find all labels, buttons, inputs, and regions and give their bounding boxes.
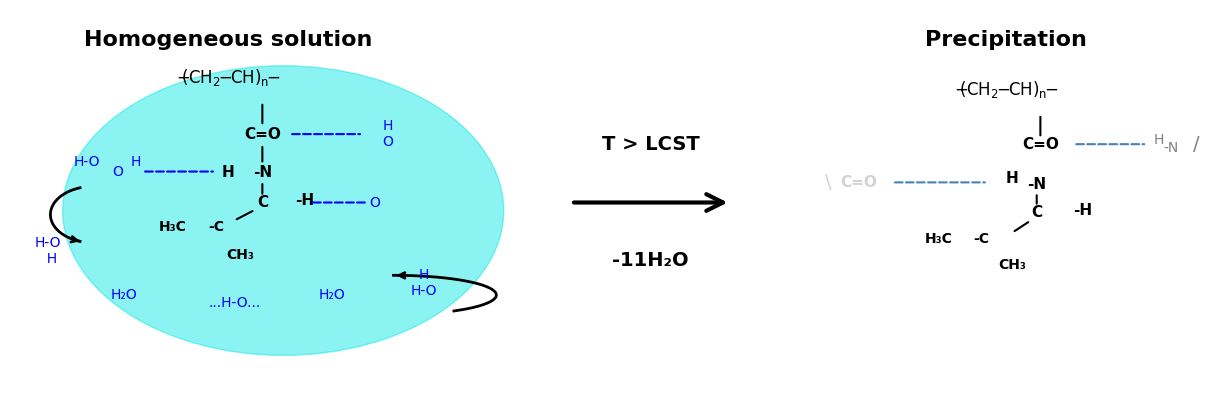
Text: O: O — [382, 135, 393, 149]
Text: -N: -N — [1027, 177, 1046, 192]
Ellipse shape — [63, 66, 503, 355]
Text: H₂O: H₂O — [319, 288, 345, 302]
Text: -C: -C — [974, 232, 990, 246]
Text: T > LCST: T > LCST — [602, 135, 700, 154]
Text: -N: -N — [253, 165, 271, 180]
Text: H: H — [131, 155, 141, 169]
Text: H: H — [38, 252, 58, 266]
Text: C: C — [1032, 205, 1043, 220]
Text: C=O: C=O — [1022, 136, 1059, 152]
Text: H₃C: H₃C — [158, 220, 187, 234]
Text: H: H — [419, 268, 430, 282]
Text: H-O: H-O — [34, 236, 61, 250]
Text: -H: -H — [1073, 203, 1093, 218]
Text: H: H — [1154, 133, 1164, 147]
Text: -H: -H — [296, 193, 314, 208]
Text: CH₃: CH₃ — [226, 248, 254, 262]
Text: /: / — [1192, 135, 1200, 153]
Text: Homogeneous solution: Homogeneous solution — [84, 30, 372, 49]
Text: $-\!\!\!\mathsf{(CH_2\!\!-\!\!CH)_n\!\!-}$: $-\!\!\!\mathsf{(CH_2\!\!-\!\!CH)_n\!\!-… — [176, 67, 280, 88]
Text: \: \ — [825, 173, 831, 192]
Text: $-\!\!\!\mathsf{(CH_2\!\!-\!\!CH)_n\!\!-}$: $-\!\!\!\mathsf{(CH_2\!\!-\!\!CH)_n\!\!-… — [954, 79, 1059, 100]
Text: H₃C: H₃C — [925, 232, 953, 246]
Text: H: H — [1006, 171, 1018, 186]
Text: O: O — [112, 165, 123, 179]
Text: -11H₂O: -11H₂O — [613, 251, 689, 270]
Text: H: H — [382, 119, 393, 133]
Text: -N: -N — [1164, 141, 1179, 155]
Text: H: H — [222, 165, 235, 180]
Text: C: C — [257, 195, 268, 210]
Text: O: O — [370, 196, 381, 209]
Text: H-O: H-O — [411, 284, 437, 298]
Text: Precipitation: Precipitation — [925, 30, 1087, 49]
Text: C=O: C=O — [841, 175, 878, 190]
Text: C=O: C=O — [244, 127, 281, 142]
Text: H-O: H-O — [74, 155, 101, 169]
Text: CH₃: CH₃ — [998, 258, 1027, 272]
Text: ...H-O...: ...H-O... — [208, 296, 260, 310]
Text: -C: -C — [208, 220, 223, 234]
Text: H₂O: H₂O — [111, 288, 138, 302]
